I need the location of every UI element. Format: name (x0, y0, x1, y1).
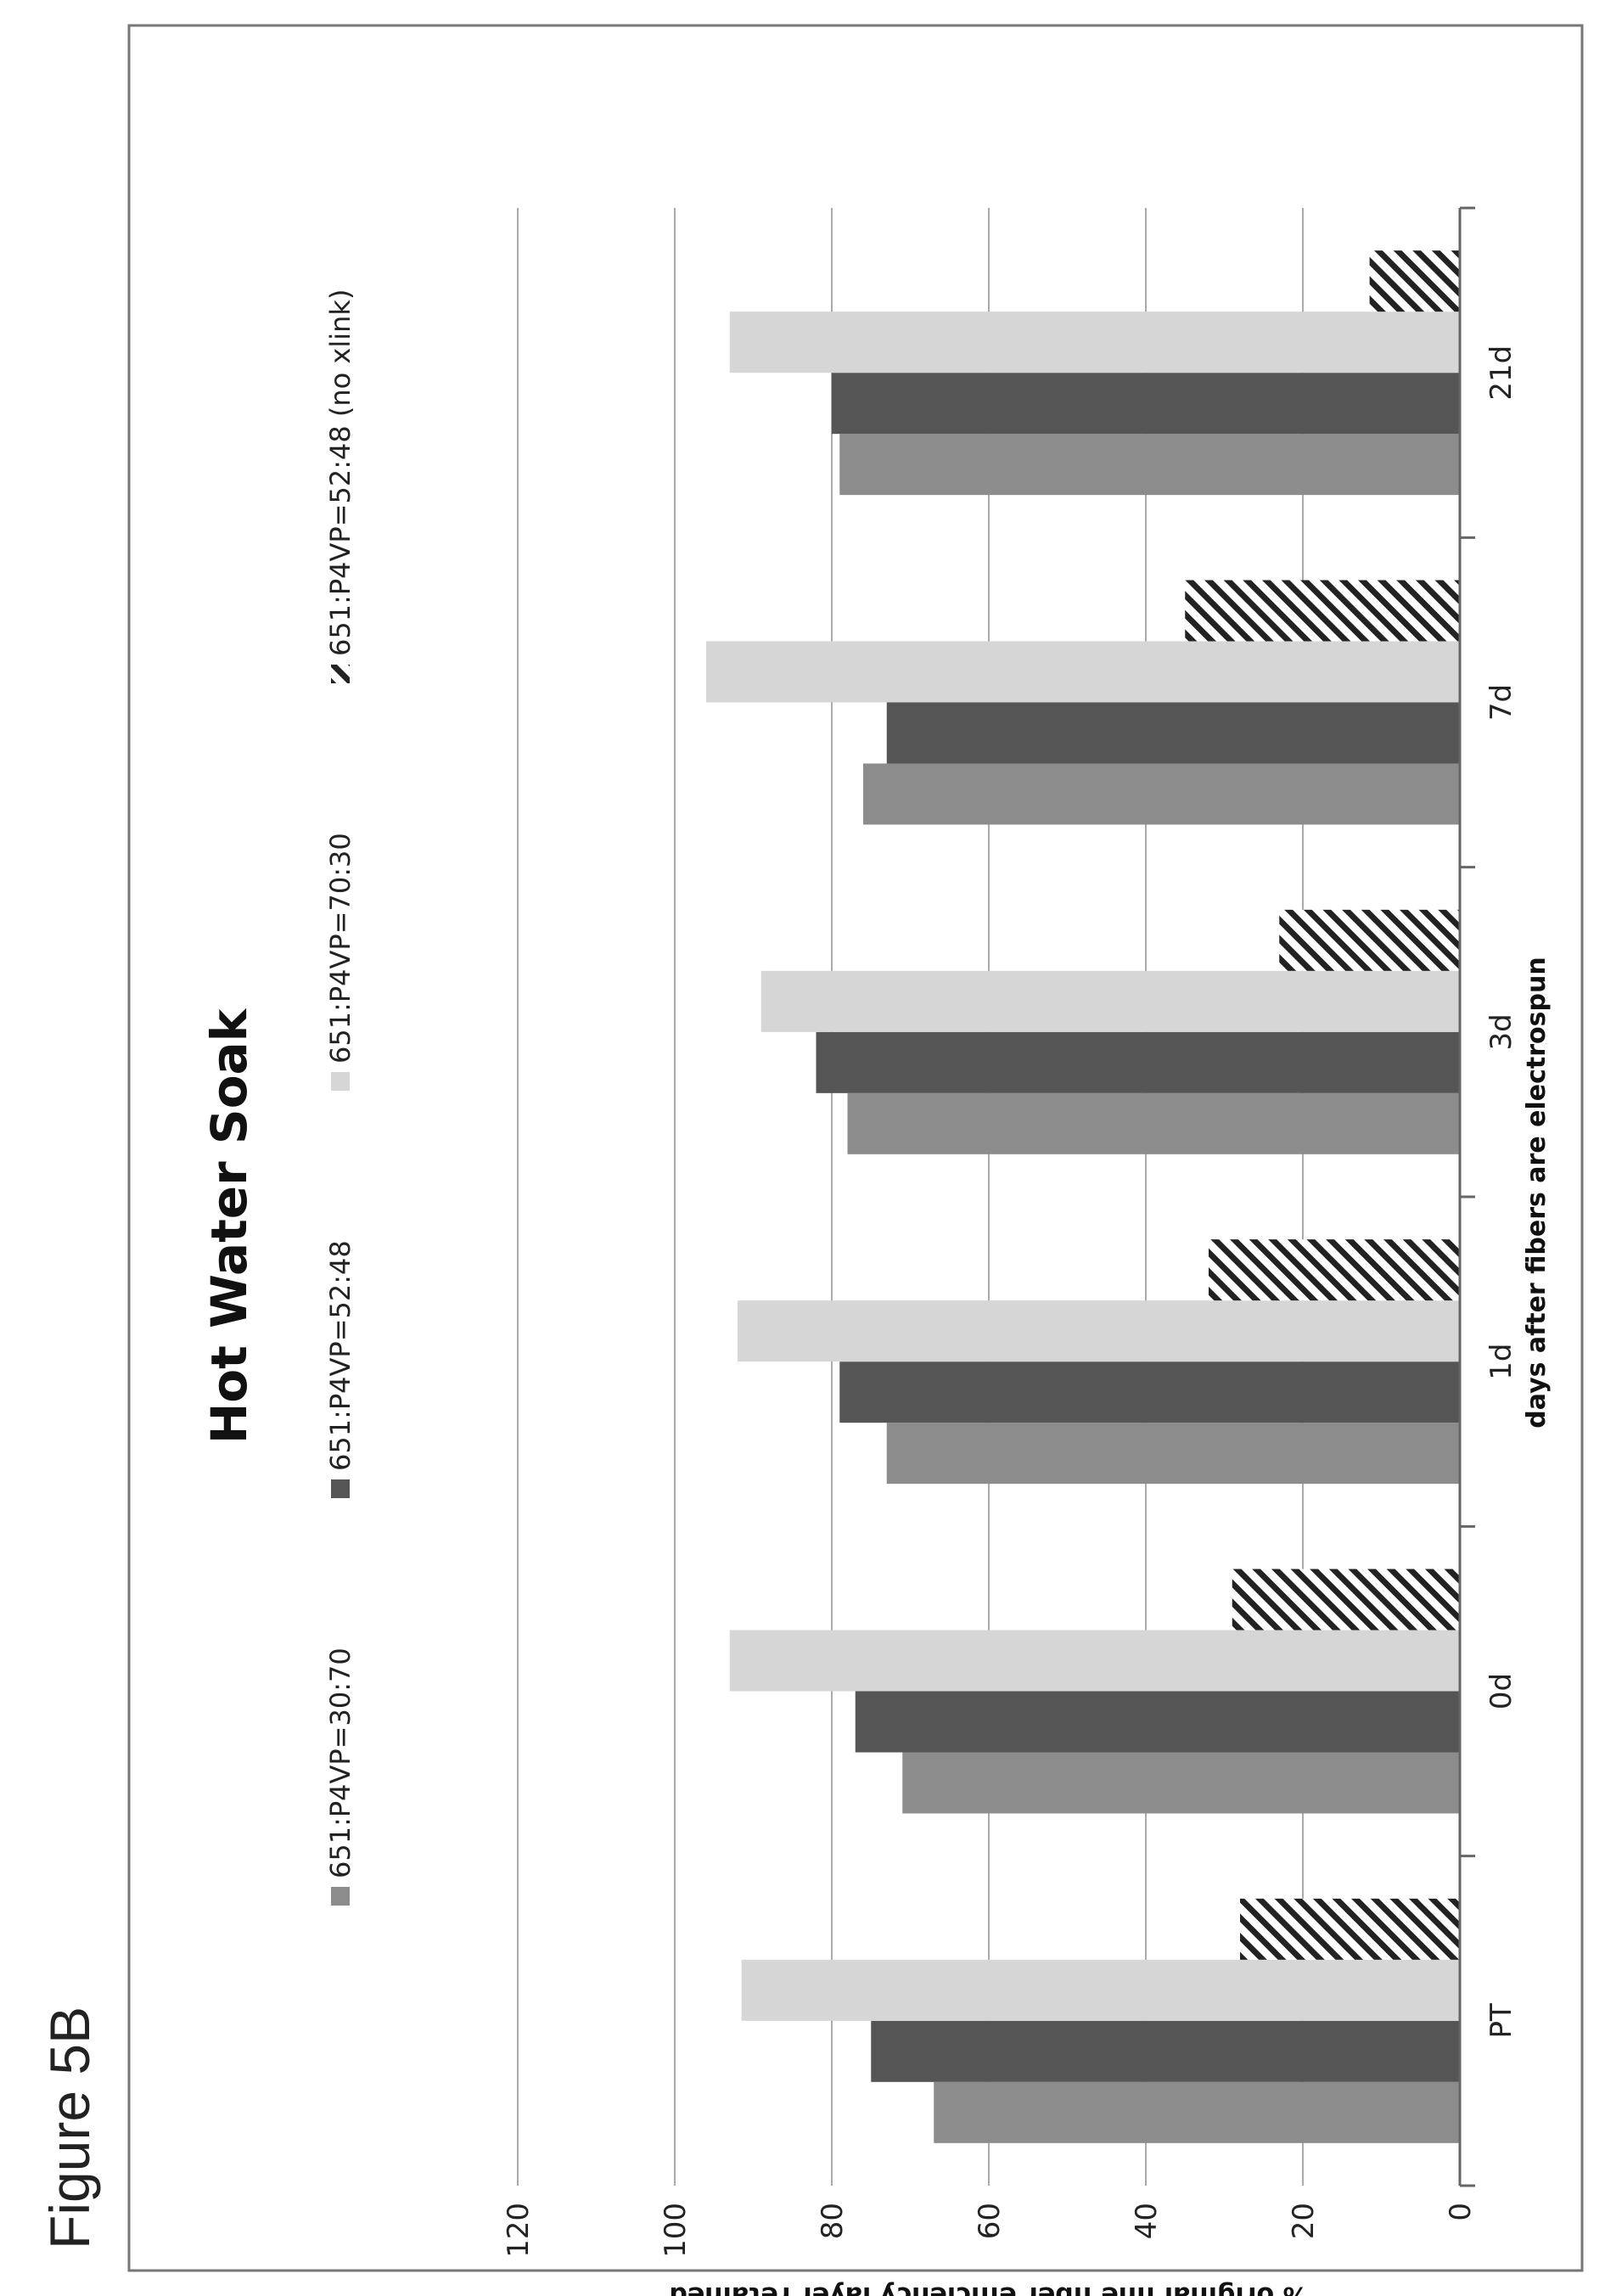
bar-PT-series-3 (741, 1959, 1460, 2021)
value-axis-ticks: 0 20 40 60 80 100 120 (502, 2203, 1478, 2258)
y-tick-label: 40 (1130, 2203, 1164, 2239)
bar-1d-series-3 (738, 1300, 1460, 1362)
bar-3d-series-2 (816, 1031, 1460, 1093)
legend: 651:P4VP=30:70 651:P4VP=52:48 651:P4VP=70:… (324, 289, 356, 1906)
chart-title: Hot Water Soak (200, 1008, 258, 1444)
bar-1d-series-4 (1209, 1239, 1460, 1301)
bar-7d-series-2 (886, 702, 1460, 764)
x-tick-label: 21d (1484, 345, 1518, 401)
bar-PT-series-1 (934, 2081, 1460, 2143)
y-tick-label: 60 (973, 2203, 1007, 2239)
legend-swatch (331, 1072, 350, 1091)
y-axis-title: % original fine fiber efficiency layer r… (669, 2281, 1308, 2296)
legend-label: 651:P4VP=70:30 (324, 833, 356, 1064)
bar-3d-series-1 (847, 1092, 1460, 1154)
legend-swatch (331, 1479, 350, 1498)
bar-21d-series-3 (729, 312, 1460, 373)
legend-label: 651:P4VP=52:48 (no xlink) (324, 289, 356, 656)
figure-label: Figure 5B (38, 2007, 101, 2249)
bar-1d-series-1 (886, 1423, 1460, 1485)
chart-border (127, 24, 1584, 2272)
bar-7d-series-4 (1185, 580, 1460, 642)
y-tick-label: 120 (502, 2203, 536, 2258)
category-axis-ticks: PT 0d 1d 3d 7d 21d (1460, 206, 1518, 2187)
bar-PT-series-2 (871, 2020, 1460, 2082)
gridlines (517, 208, 1304, 2186)
y-tick-label: 80 (816, 2203, 850, 2239)
bar-21d-series-1 (839, 434, 1460, 496)
x-axis-title: days after fibers are electrospun (1522, 957, 1552, 1428)
y-tick-label: 0 (1444, 2203, 1478, 2221)
y-tick-label: 20 (1287, 2203, 1321, 2239)
bar-3d-series-4 (1279, 909, 1460, 971)
legend-label: 651:P4VP=52:48 (324, 1240, 356, 1471)
bars (706, 250, 1460, 2143)
bar-0d-series-2 (855, 1691, 1460, 1753)
legend-label: 651:P4VP=30:70 (324, 1648, 356, 1878)
bar-0d-series-1 (902, 1752, 1460, 1814)
bar-0d-series-4 (1232, 1569, 1460, 1631)
bar-PT-series-4 (1240, 1898, 1460, 1960)
y-tick-label: 100 (659, 2203, 693, 2258)
bar-7d-series-3 (706, 641, 1460, 703)
rotated-chart-area: Hot Water Soak 651:P4VP=30:70 651:P4VP=52… (200, 206, 1552, 2296)
bar-3d-series-3 (760, 970, 1460, 1032)
bar-7d-series-1 (863, 763, 1460, 825)
x-tick-label: 7d (1484, 684, 1518, 721)
bar-1d-series-2 (839, 1361, 1460, 1423)
x-tick-label: 0d (1484, 1673, 1518, 1709)
x-tick-label: 3d (1484, 1013, 1518, 1050)
x-tick-label: 1d (1484, 1344, 1518, 1380)
x-tick-label: PT (1484, 2003, 1518, 2039)
legend-swatch (331, 665, 350, 683)
bar-21d-series-4 (1369, 250, 1460, 312)
legend-swatch (331, 1887, 350, 1906)
bar-21d-series-2 (832, 373, 1460, 435)
bar-0d-series-3 (729, 1630, 1460, 1692)
